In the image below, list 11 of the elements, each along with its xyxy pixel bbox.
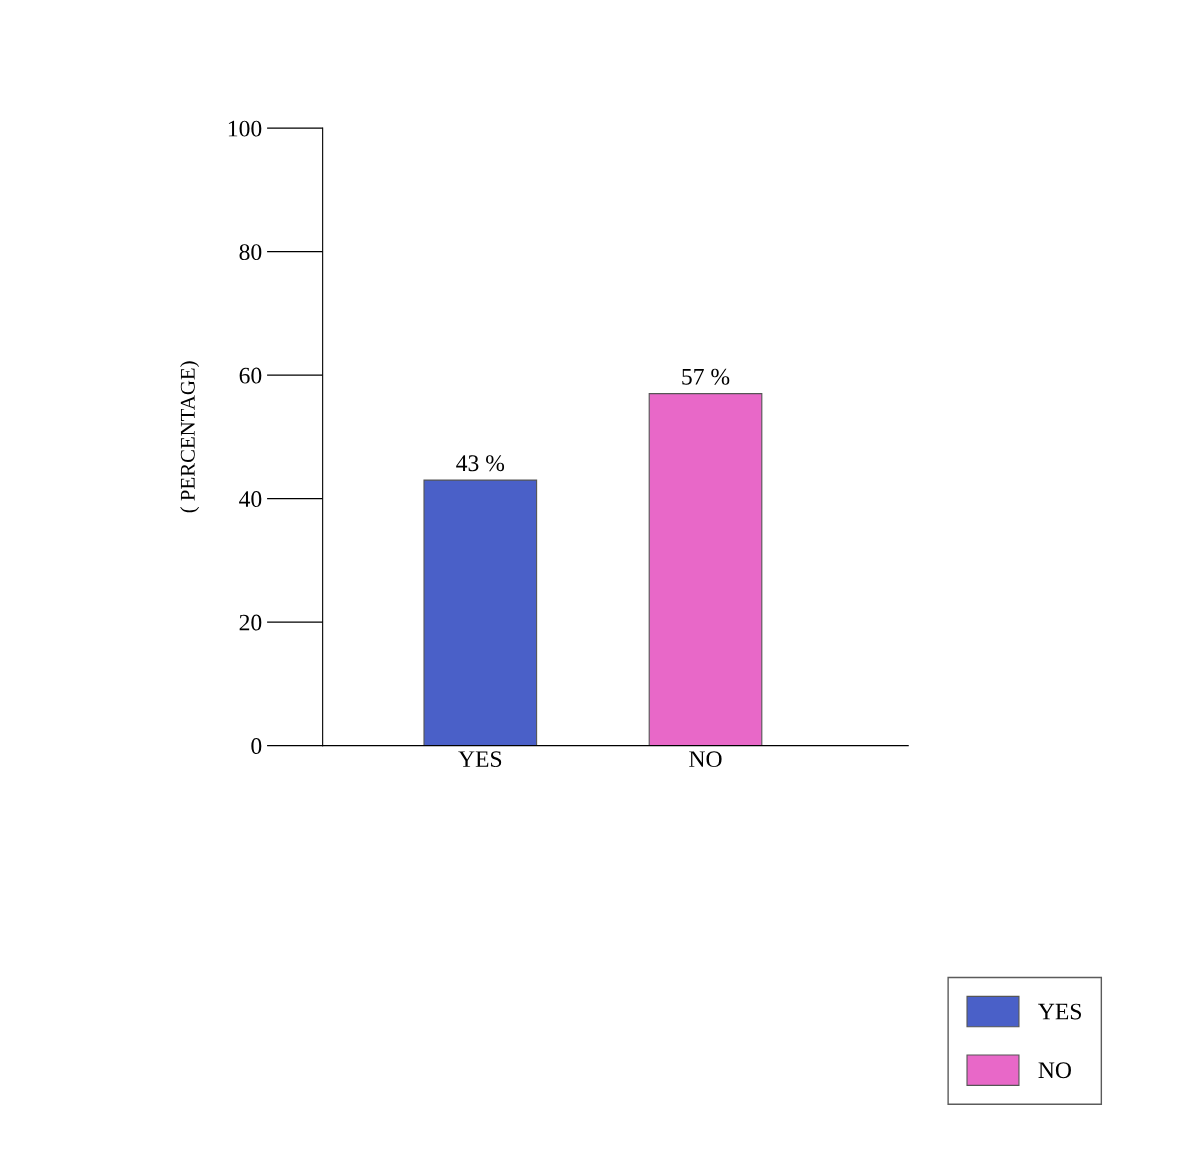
y-tick-label: 100 xyxy=(228,120,262,137)
y-tick-label: 60 xyxy=(239,367,262,384)
legend-label: YES xyxy=(1038,1003,1081,1020)
legend-label: NO xyxy=(1038,1062,1071,1079)
data-label: 43 % xyxy=(456,455,505,472)
y-tick-label: 20 xyxy=(239,614,262,631)
data-label: 57 % xyxy=(682,368,730,385)
y-axis-title: ( PERCENTAGE) xyxy=(180,361,200,513)
y-tick-label: 0 xyxy=(251,738,262,755)
y-tick-label: 40 xyxy=(239,491,262,508)
y-tick-label: 80 xyxy=(239,244,262,261)
